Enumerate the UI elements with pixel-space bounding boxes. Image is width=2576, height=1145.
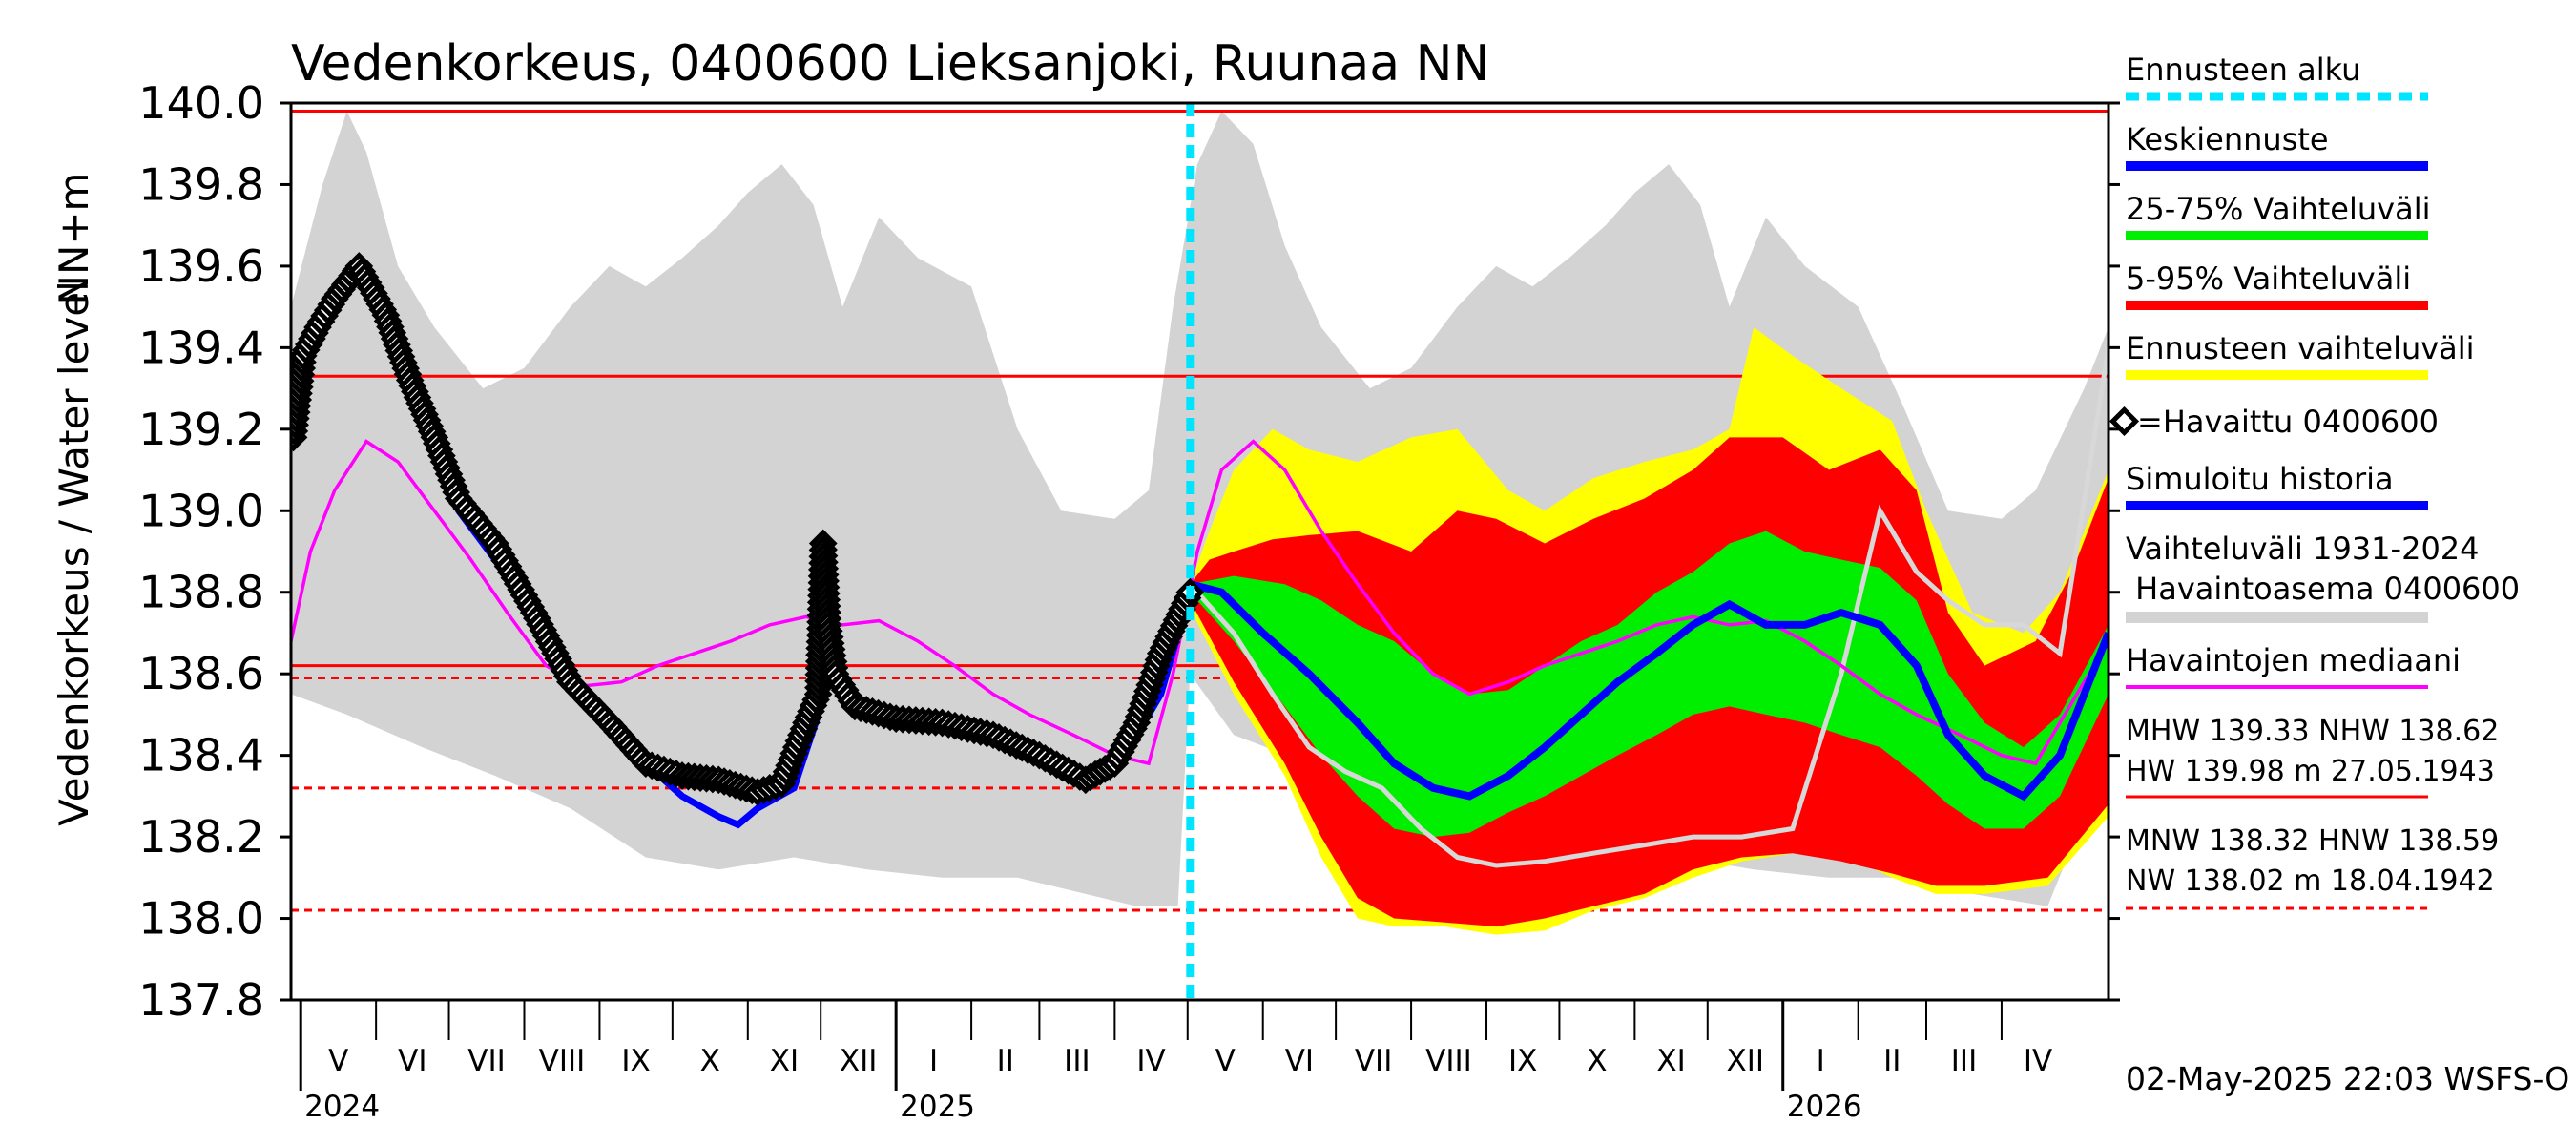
month-label: IV (2024, 1044, 2052, 1078)
chart-title: Vedenkorkeus, 0400600 Lieksanjoki, Ruuna… (291, 35, 1489, 93)
month-label: VII (1355, 1044, 1393, 1078)
legend-label-band-25-75: 25-75% Vaihteluväli (2126, 191, 2430, 227)
legend-label-observed: =Havaittu 0400600 (2137, 404, 2439, 440)
month-label: VI (398, 1044, 426, 1078)
year-label: 2025 (900, 1090, 975, 1124)
y-tick-label: 138.8 (138, 567, 264, 618)
y-tick-label: 138.2 (138, 811, 264, 863)
month-label: VIII (539, 1044, 586, 1078)
y-axis-unit-label: NN+m (51, 173, 97, 305)
month-label: II (997, 1044, 1014, 1078)
legend-label-mean-forecast: Keskiennuste (2126, 121, 2329, 157)
legend-label-simulated: Simuloitu historia (2126, 461, 2394, 497)
legend-swatch-observed-diamond-icon (2109, 406, 2140, 437)
y-tick-label: 139.2 (138, 404, 264, 455)
y-tick-label: 137.8 (138, 974, 264, 1026)
axis-ticks: 137.8 138.0 138.2 138.4 138.6 138.8 139.0 139.2… (138, 77, 2120, 1124)
legend: Ennusteen alku Keskiennuste 25-75% Vaiht… (2109, 52, 2520, 910)
month-label: III (1951, 1044, 1977, 1078)
month-label: III (1064, 1044, 1090, 1078)
plot-area (291, 103, 2109, 1000)
legend-label-forecast-start: Ennusteen alku (2126, 52, 2360, 88)
y-tick-label: 138.4 (138, 730, 264, 781)
month-label: IX (621, 1044, 650, 1078)
y-tick-label: 139.6 (138, 240, 264, 292)
band-25-75 (1190, 531, 2109, 838)
mean-forecast-line (1189, 580, 2109, 802)
month-label: V (1215, 1044, 1236, 1078)
y-axis-label: Vedenkorkeus / Water level (51, 281, 97, 826)
y-tick-label: 140.0 (138, 77, 264, 129)
month-label: VII (467, 1044, 506, 1078)
month-label: X (1587, 1044, 1607, 1078)
year-label: 2024 (304, 1090, 380, 1124)
month-label: X (700, 1044, 720, 1078)
month-label: XI (770, 1044, 799, 1078)
y-tick-label: 139.4 (138, 322, 264, 373)
legend-label-history-band-1: Vaihteluväli 1931-2024 (2126, 531, 2480, 567)
stats-line-2: HW 139.98 m 27.05.1943 (2126, 755, 2495, 788)
legend-label-median: Havaintojen mediaani (2126, 642, 2461, 678)
month-label: II (1883, 1044, 1901, 1078)
legend-label-history-band-2: Havaintoasema 0400600 (2126, 571, 2520, 607)
plot-frame (289, 101, 2110, 1002)
timestamp: 02-May-2025 22:03 WSFS-O (2126, 1060, 2569, 1097)
y-tick-label: 138.6 (138, 648, 264, 699)
month-label: IX (1508, 1044, 1537, 1078)
stats-line-4: NW 138.02 m 18.04.1942 (2126, 864, 2495, 898)
month-label: I (1817, 1044, 1825, 1078)
month-label: XII (840, 1044, 878, 1078)
y-tick-label: 138.0 (138, 893, 264, 945)
month-label: VI (1285, 1044, 1314, 1078)
year-label: 2026 (1787, 1090, 1862, 1124)
month-label: XII (1727, 1044, 1765, 1078)
legend-label-forecast-range: Ennusteen vaihteluväli (2126, 330, 2475, 366)
month-label: VIII (1425, 1044, 1472, 1078)
legend-label-band-5-95: 5-95% Vaihteluväli (2126, 260, 2411, 297)
month-label: XI (1656, 1044, 1685, 1078)
past-year-line (1188, 347, 2109, 868)
month-label: IV (1136, 1044, 1165, 1078)
month-label: V (328, 1044, 348, 1078)
stats-line-3: MNW 138.32 HNW 138.59 (2126, 824, 2499, 858)
stats-line-1: MHW 139.33 NHW 138.62 (2126, 715, 2499, 748)
y-tick-label: 139.0 (138, 485, 264, 536)
y-tick-label: 139.8 (138, 158, 264, 210)
month-label: I (929, 1044, 938, 1078)
